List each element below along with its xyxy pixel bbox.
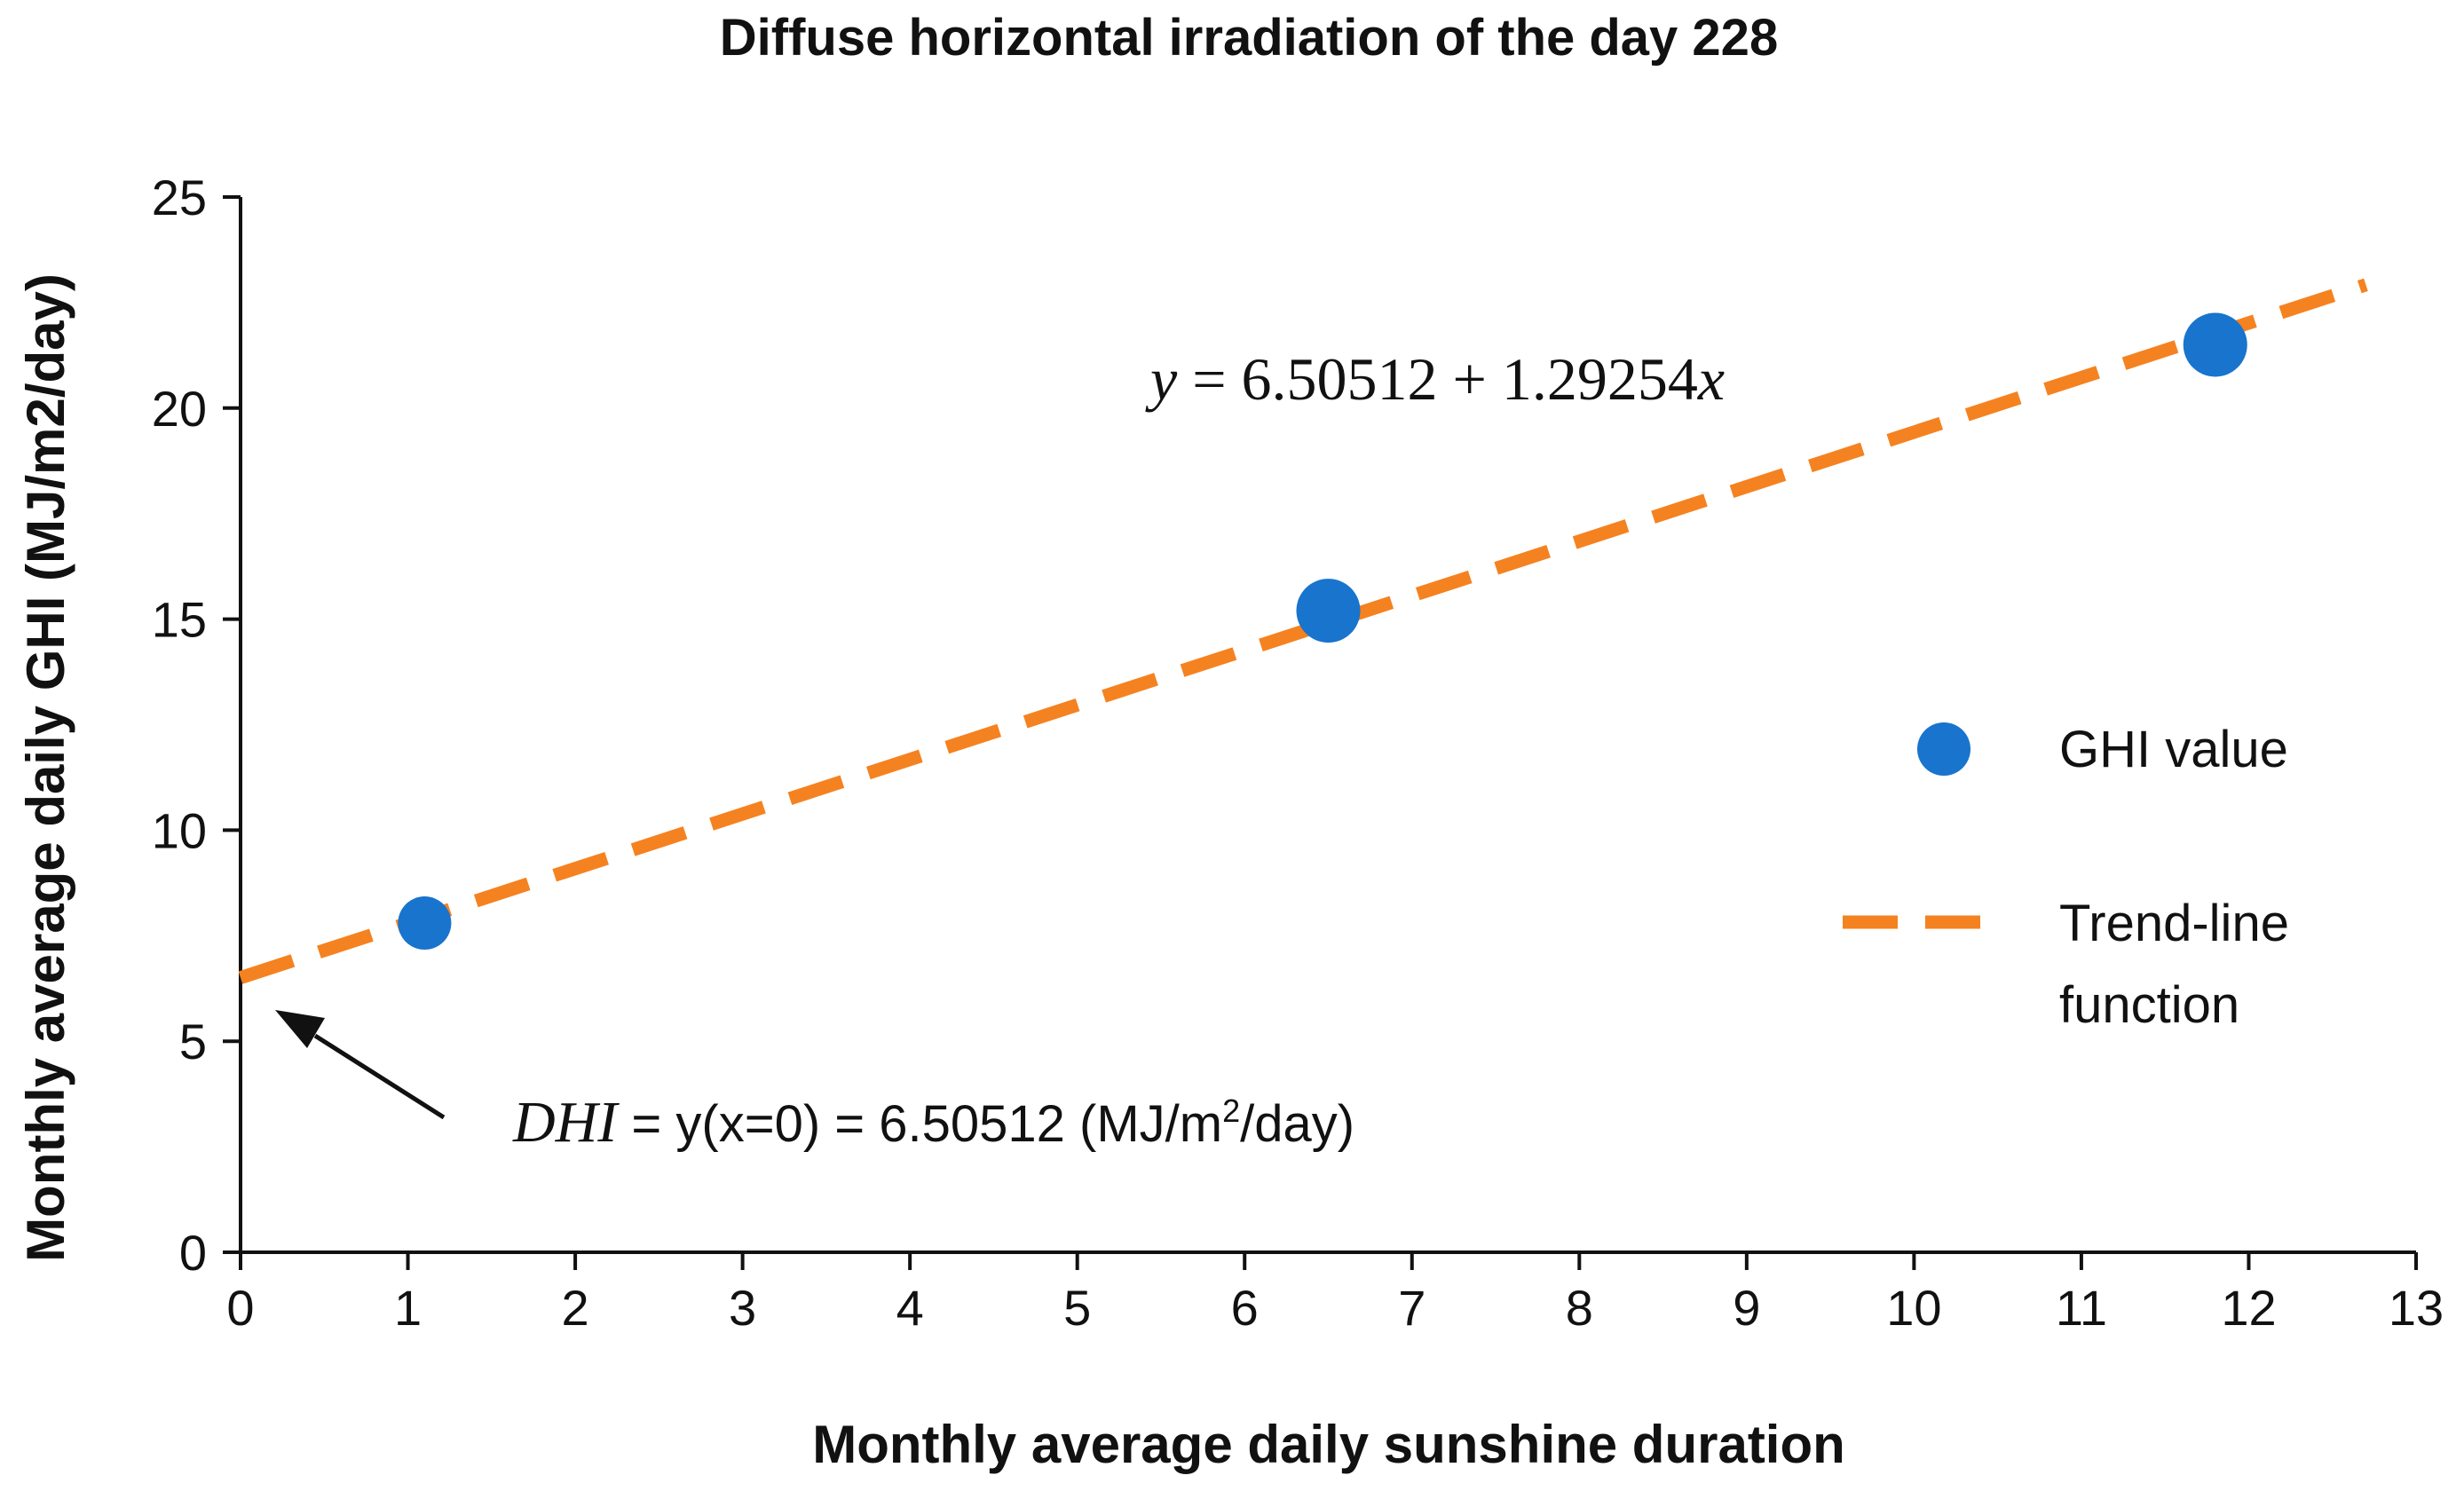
dhi-annotation-text: DHI = y(x=0) = 6.50512 (MJ/m2/day) <box>512 1090 1354 1155</box>
dhi-label: DHI <box>512 1090 620 1155</box>
y-tick-label: 20 <box>152 381 207 437</box>
axes <box>239 197 2416 1254</box>
x-tick-label: 4 <box>896 1280 924 1336</box>
y-tick-label: 0 <box>179 1225 207 1281</box>
x-tick-label: 1 <box>394 1280 422 1336</box>
data-point <box>398 896 452 951</box>
trend-line <box>238 278 2368 984</box>
y-axis-ticks: 0 5 10 15 20 25 <box>152 170 241 1281</box>
legend-label-ghi: GHI value <box>2059 721 2288 778</box>
dhi-unit-superscript: 2 <box>1222 1093 1240 1129</box>
equation-x-var: x <box>1697 345 1725 413</box>
dhi-unit-suffix: /day) <box>1240 1095 1354 1153</box>
x-tick-label: 13 <box>2389 1280 2444 1336</box>
y-tick-label: 5 <box>179 1014 207 1069</box>
x-axis-ticks: 0 1 2 3 4 5 6 7 8 9 10 11 12 13 <box>226 1252 2444 1336</box>
x-tick-label: 9 <box>1733 1280 1760 1336</box>
y-tick-label: 15 <box>152 592 207 648</box>
x-tick-label: 12 <box>2221 1280 2276 1336</box>
y-axis-label: Monthly average daily GHI (MJ/m2/day) <box>16 273 75 1262</box>
x-tick-label: 11 <box>2056 1280 2107 1336</box>
x-tick-label: 5 <box>1063 1280 1091 1336</box>
legend-label-trend-line1: Trend-line <box>2059 895 2289 952</box>
y-tick-label: 25 <box>152 170 207 225</box>
dhi-formula: = y(x=0) = 6.50512 (MJ/m <box>617 1095 1222 1153</box>
annotation-arrow-shaft <box>313 1033 446 1120</box>
dhi-annotation: DHI = y(x=0) = 6.50512 (MJ/m2/day) <box>275 1010 1354 1155</box>
equation-equals: = <box>1177 345 1241 413</box>
x-tick-label: 0 <box>226 1280 254 1336</box>
x-tick-label: 10 <box>1886 1280 1941 1336</box>
data-points <box>398 312 2247 951</box>
x-axis-label: Monthly average daily sunshine duration <box>812 1415 1845 1474</box>
equation-coefficients: 6.50512 + 1.29254 <box>1242 345 1698 413</box>
legend-label-trend: Trend-line function <box>2059 895 2303 1034</box>
y-tick-label: 10 <box>152 802 207 858</box>
x-tick-label: 8 <box>1566 1280 1593 1336</box>
legend-marker-ghi <box>1917 722 1970 776</box>
data-point <box>2183 312 2247 377</box>
legend-label-trend-line2: function <box>2059 976 2239 1034</box>
x-tick-label: 6 <box>1231 1280 1259 1336</box>
x-tick-label: 7 <box>1398 1280 1425 1336</box>
x-tick-label: 2 <box>561 1280 588 1336</box>
trend-equation: y = 6.50512 + 1.29254x <box>1145 345 1725 413</box>
annotation-arrow-head <box>275 1010 325 1048</box>
legend: GHI value Trend-line function <box>1843 721 2303 1034</box>
equation-y-var: y <box>1145 345 1178 413</box>
x-tick-label: 3 <box>729 1280 756 1336</box>
chart-title: Diffuse horizontal irradiation of the da… <box>720 9 1778 67</box>
data-point <box>1296 579 1361 643</box>
